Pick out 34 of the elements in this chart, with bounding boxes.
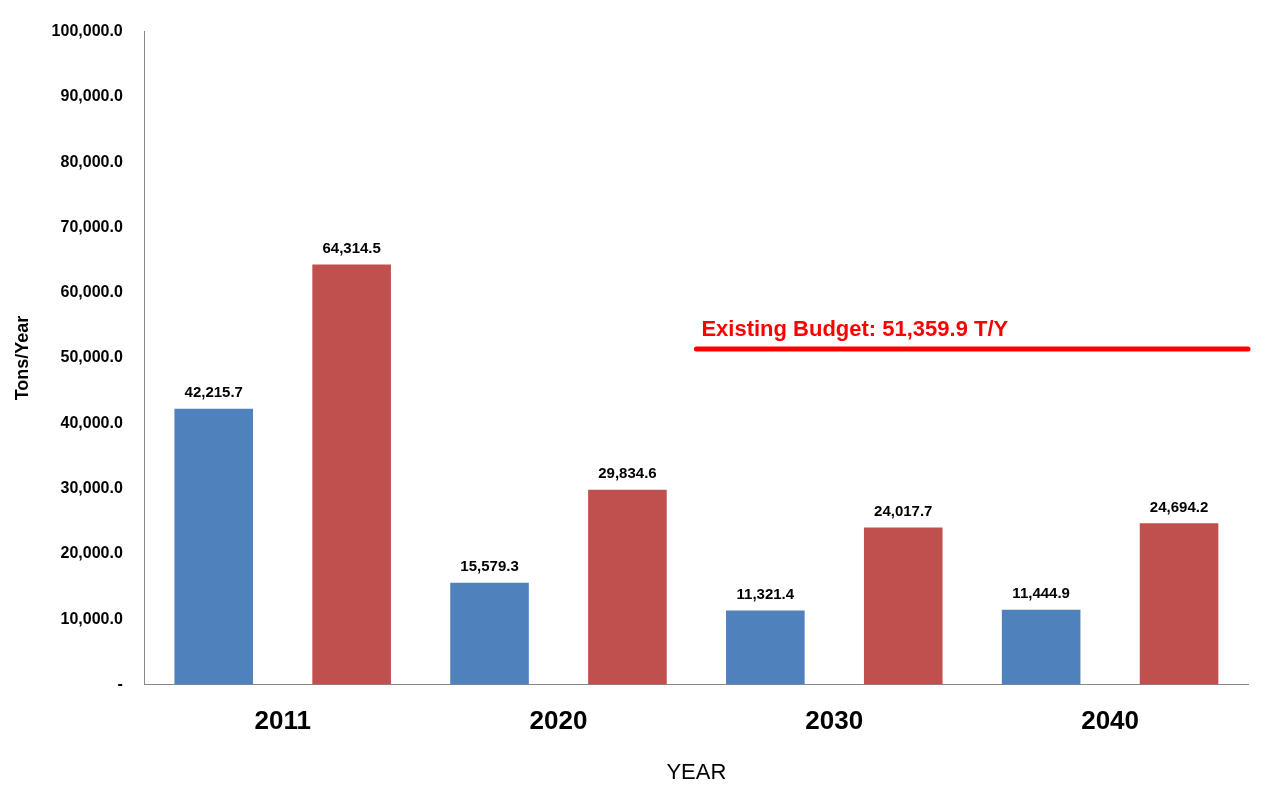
bar — [726, 610, 805, 685]
data-label: 11,321.4 — [736, 585, 795, 603]
bar — [450, 582, 529, 685]
bar — [588, 489, 667, 685]
bar — [1001, 609, 1081, 685]
y-axis-title: Tons/Year — [11, 315, 32, 401]
ref-line-label: Existing Budget: 51,359.9 T/Y — [701, 316, 1009, 342]
y-tick-label: 50,000.0 — [60, 348, 123, 366]
y-tick-label: 30,000.0 — [60, 478, 123, 496]
bar — [312, 264, 391, 685]
y-tick-label: 80,000.0 — [60, 152, 123, 170]
data-label: 15,579.3 — [460, 557, 519, 575]
y-tick-label: 90,000.0 — [60, 87, 123, 105]
bar — [863, 527, 943, 685]
x-axis-title: YEAR — [666, 758, 727, 784]
y-tick-label: 100,000.0 — [51, 22, 123, 40]
data-label: 11,444.9 — [1012, 584, 1070, 602]
data-label: 24,694.2 — [1149, 497, 1209, 515]
x-tick-label: 2020 — [529, 705, 588, 736]
bar — [1139, 523, 1219, 685]
data-label: 64,314.5 — [322, 239, 381, 257]
y-tick-label: 10,000.0 — [60, 609, 123, 627]
y-tick-label: - — [117, 674, 123, 692]
x-tick-label: 2011 — [254, 705, 311, 736]
data-label: 29,834.6 — [598, 464, 657, 482]
y-tick-label: 60,000.0 — [60, 283, 123, 301]
bar — [174, 408, 254, 685]
data-label: 42,215.7 — [184, 383, 243, 401]
x-tick-label: 2040 — [1081, 705, 1140, 736]
y-tick-label: 40,000.0 — [60, 413, 123, 431]
y-tick-label: 70,000.0 — [60, 217, 123, 235]
y-tick-label: 20,000.0 — [60, 544, 123, 562]
data-label: 24,017.7 — [874, 502, 933, 520]
x-tick-label: 2030 — [805, 705, 864, 736]
